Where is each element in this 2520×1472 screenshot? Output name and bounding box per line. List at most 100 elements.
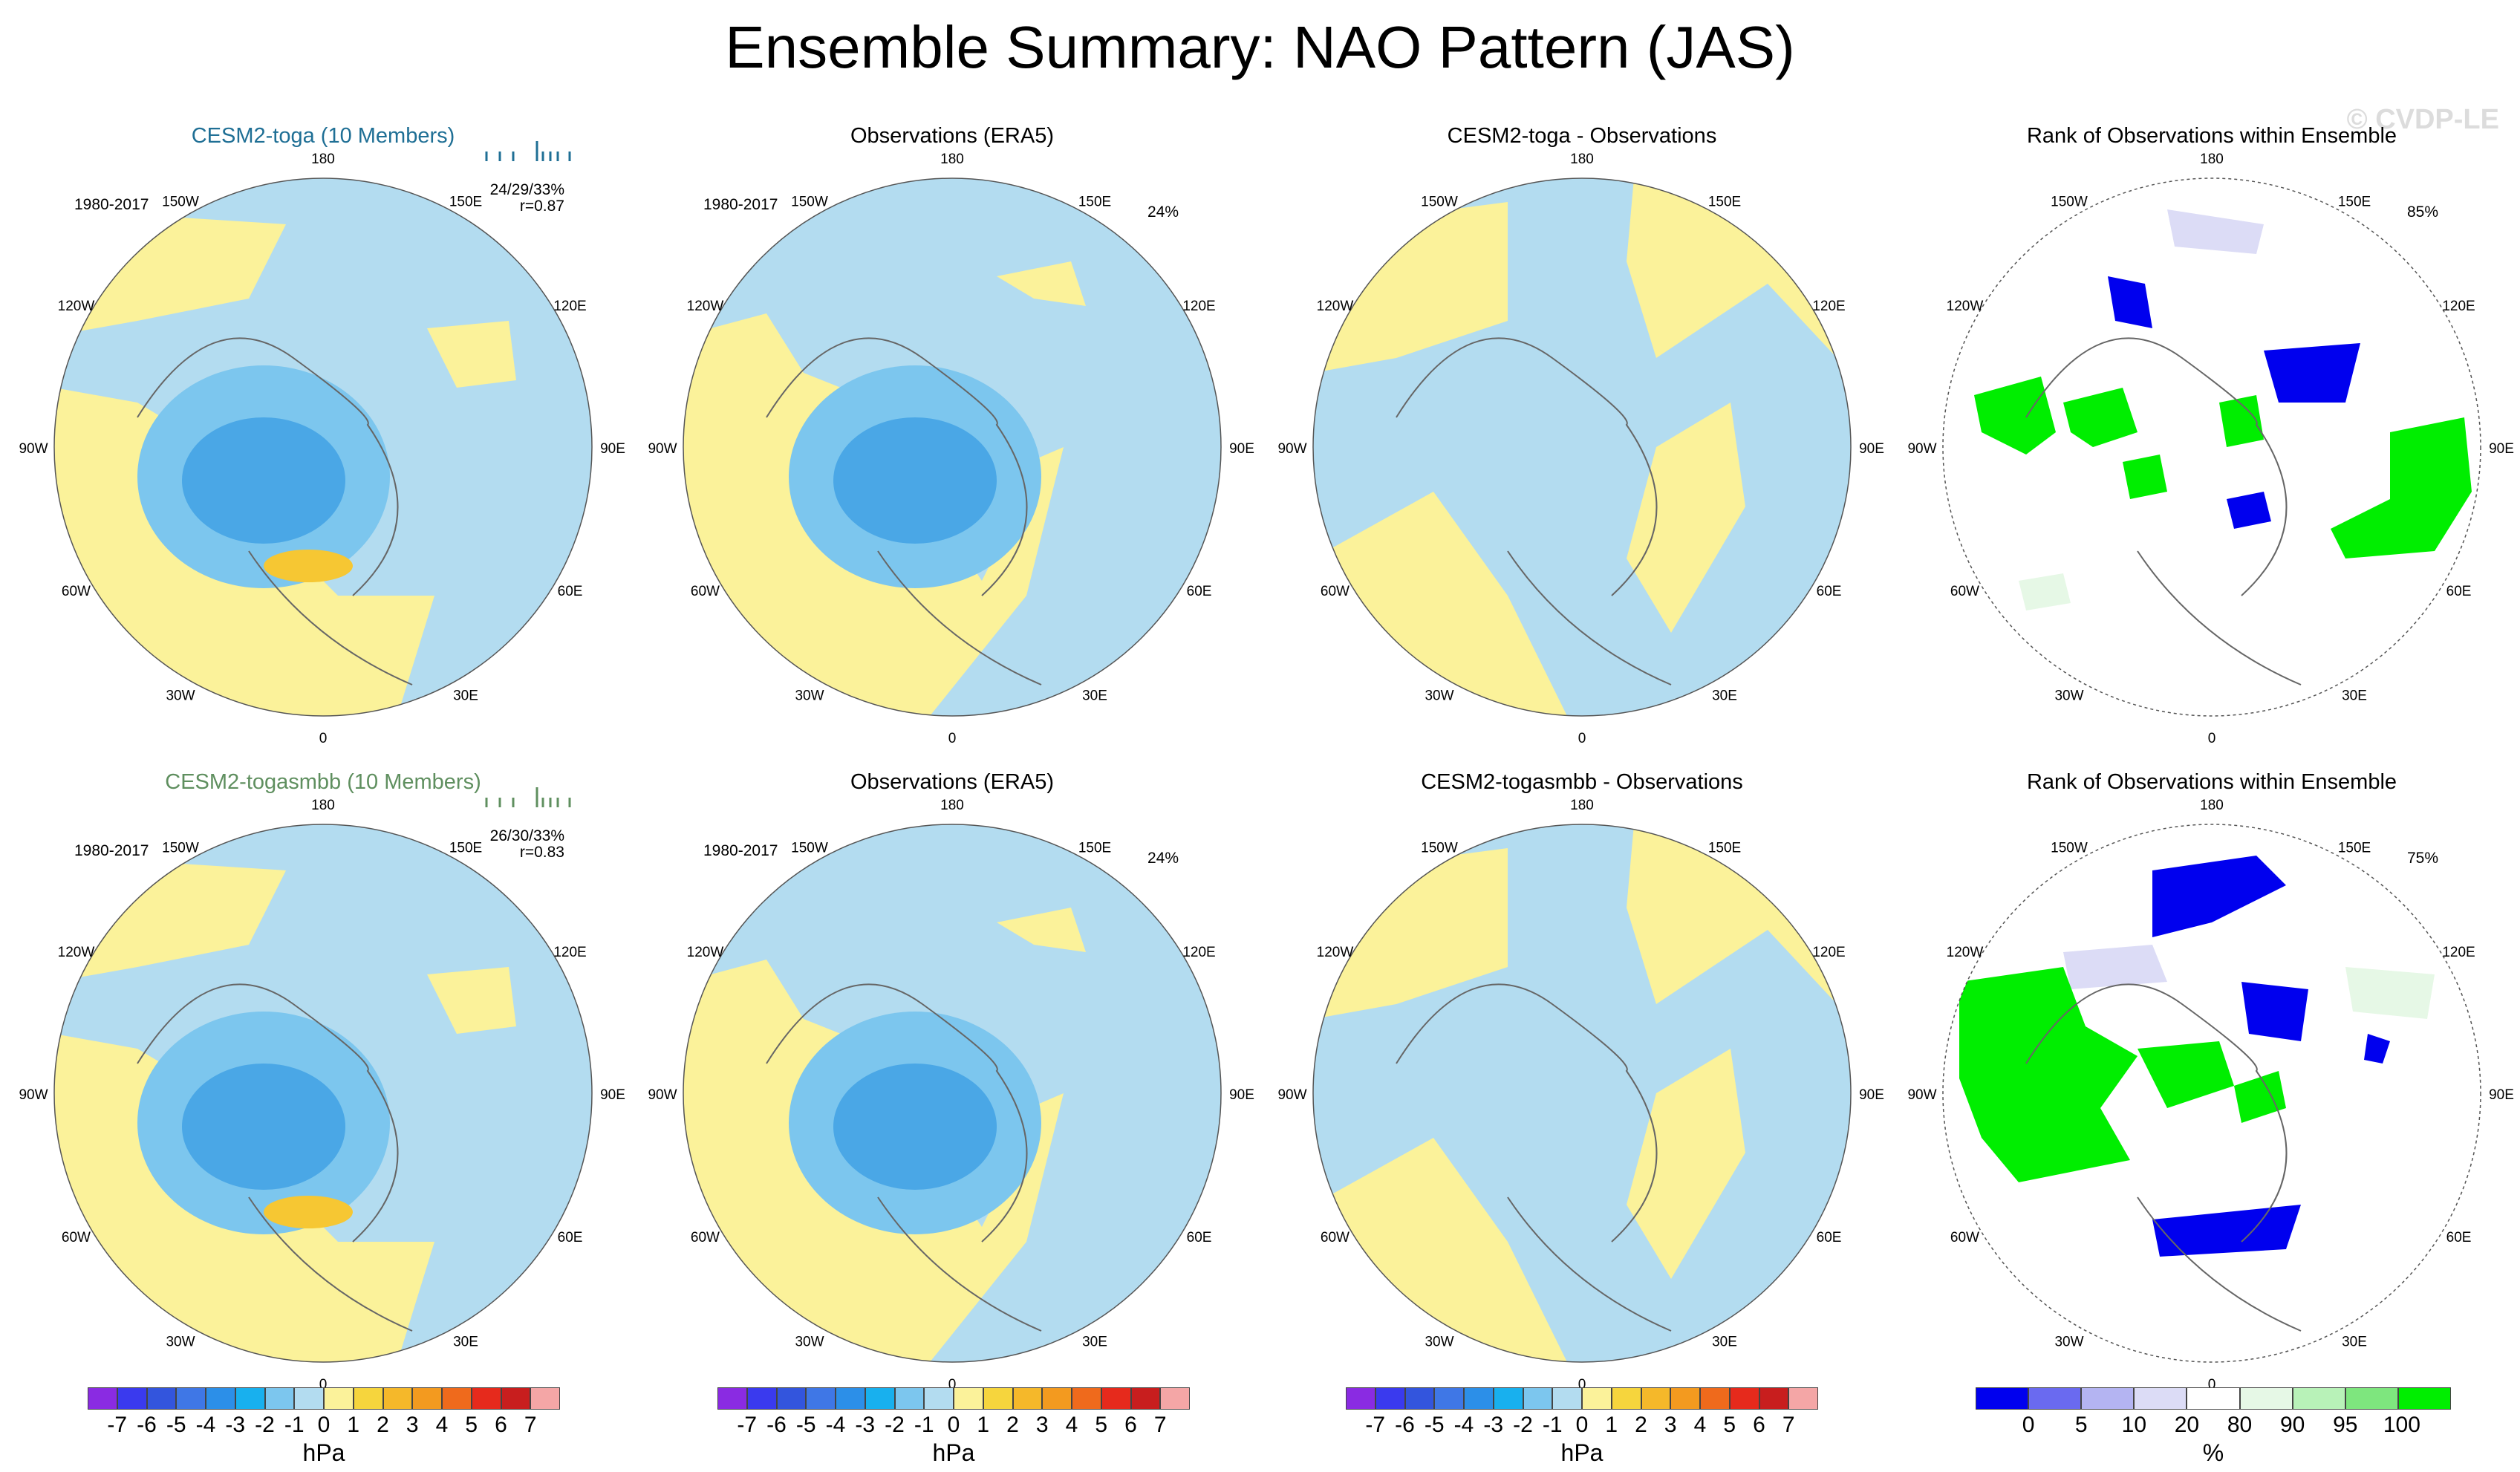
lon-label: 120E — [553, 299, 586, 314]
positive-region — [997, 908, 1086, 952]
colorbar-tick-label: -1 — [914, 1413, 934, 1437]
colorbar-tick-label: 95 — [2333, 1413, 2358, 1437]
colorbar-tick-label: 3 — [406, 1413, 419, 1437]
lon-label: 180 — [940, 152, 964, 167]
lon-label: 30W — [1425, 688, 1453, 704]
lon-label: 60E — [1187, 1230, 1212, 1245]
lon-label: 30E — [453, 688, 478, 704]
coastline — [1396, 337, 1672, 685]
colorbar-tick-label: 1 — [977, 1413, 990, 1437]
watermark: © CVDP-LE — [2346, 104, 2499, 135]
map-panel: 180 150E 120E 90E 60E 30E 0 30W 60W 90W 120W 150W Ob… — [648, 770, 1254, 1393]
colorbar-tick-label: 7 — [1153, 1413, 1167, 1437]
pct-variance: 24% — [1147, 203, 1179, 221]
low-pressure-core — [182, 417, 345, 544]
colorbar: -7 -6 -5 -4 -3 -2 -1 0 1 2 3 4 5 6 7 hPa — [88, 1387, 560, 1466]
coastline — [766, 983, 1042, 1332]
pattern-correlation: r=0.83 — [520, 844, 564, 861]
lon-label: 120E — [553, 945, 586, 960]
lon-label: 60E — [1187, 584, 1212, 599]
map-field — [1313, 178, 1851, 716]
colorbar-tick-label: 10 — [2121, 1413, 2147, 1437]
lon-label: 90W — [19, 1087, 48, 1103]
map-field — [1313, 824, 1851, 1362]
map-panel: 180 150E 120E 90E 60E 30E 0 30W 60W 90W 120W 150W CE… — [1277, 770, 1884, 1393]
lon-label: 90E — [600, 441, 625, 457]
pct-variance: 24/29/33% — [490, 181, 564, 198]
colorbar-cell — [471, 1387, 501, 1410]
colorbar-tick-label: 2 — [1006, 1413, 1019, 1437]
colorbar-tick-label: 3 — [1035, 1413, 1049, 1437]
colorbar-tick-label: 100 — [2383, 1413, 2420, 1437]
colorbar-cell — [294, 1387, 324, 1410]
colorbar-cell — [324, 1387, 354, 1410]
lon-label: 150W — [1421, 840, 1458, 856]
colorbar-cell — [1130, 1387, 1161, 1410]
map-border — [53, 178, 593, 717]
lon-label: 0 — [1578, 731, 1586, 746]
panel-title: CESM2-togasmbb (10 Members) — [165, 770, 481, 794]
colorbar-tick-label: -7 — [107, 1413, 128, 1437]
lon-label: 60W — [691, 1230, 720, 1245]
rank-patch — [2227, 492, 2271, 529]
colorbar-cell — [894, 1387, 925, 1410]
lon-label: 120W — [58, 299, 95, 314]
colorbar-cells — [88, 1387, 560, 1410]
lon-label: 30E — [1712, 1335, 1737, 1350]
colorbar-tick-label: -5 — [795, 1413, 816, 1437]
colorbar-cell — [1523, 1387, 1553, 1410]
lon-label: 150E — [1078, 840, 1111, 856]
colorbar-cell — [442, 1387, 472, 1410]
colorbar-cell — [1700, 1387, 1730, 1410]
colorbar: 0 5 10 20 80 90 95 100% — [1976, 1387, 2451, 1466]
colorbar-cells — [1976, 1387, 2451, 1410]
lon-label: 30E — [1712, 688, 1737, 704]
colorbar-cells — [1346, 1387, 1818, 1410]
rank-patch — [2241, 982, 2308, 1041]
lon-label: 150E — [2338, 840, 2371, 856]
colorbar-tick-label: 7 — [524, 1413, 537, 1437]
lon-label: 30W — [2054, 688, 2083, 704]
map-border — [1942, 178, 2481, 717]
positive-region — [427, 321, 516, 388]
colorbar-tick-label: -3 — [855, 1413, 876, 1437]
colorbar-cell — [1552, 1387, 1582, 1410]
colorbar-tick-label: 90 — [2279, 1413, 2305, 1437]
colorbar-cell — [954, 1387, 983, 1410]
lon-label: 90W — [1277, 1087, 1306, 1103]
lon-label: 150W — [791, 194, 828, 209]
colorbar-cell — [2239, 1387, 2293, 1410]
rank-patch — [2167, 209, 2264, 254]
coastline — [766, 337, 1042, 685]
lon-label: 0 — [2208, 1377, 2216, 1393]
lon-label: 0 — [2208, 731, 2216, 746]
coastline — [2025, 983, 2302, 1332]
colorbar-cell — [1641, 1387, 1671, 1410]
panel-title: CESM2-togasmbb - Observations — [1421, 770, 1743, 794]
colorbar-cell — [1976, 1387, 2029, 1410]
lon-label: 90W — [1907, 1087, 1936, 1103]
low-pressure-core — [182, 1064, 345, 1190]
colorbar-cell — [924, 1387, 954, 1410]
map-panel: 180 150E 120E 90E 60E 30E 0 30W 60W 90W 120W 150W CE… — [19, 124, 625, 746]
rank-patch — [2264, 343, 2360, 403]
lon-label: 60E — [1817, 584, 1842, 599]
colorbar: -7 -6 -5 -4 -3 -2 -1 0 1 2 3 4 5 6 7 hPa — [717, 1387, 1190, 1466]
rank-patch — [2331, 417, 2472, 558]
lon-label: 150E — [449, 194, 482, 209]
period-label: 1980-2017 — [703, 196, 778, 213]
colorbar-tick-label: 6 — [1753, 1413, 1765, 1437]
figure-title: Ensemble Summary: NAO Pattern (JAS) — [725, 14, 1795, 80]
colorbar-cell — [235, 1387, 265, 1410]
lon-label: 120W — [1947, 299, 1984, 314]
lon-label: 0 — [1578, 1377, 1586, 1393]
lon-label: 30W — [2054, 1335, 2083, 1350]
colorbar-cell — [1346, 1387, 1375, 1410]
rank-patch — [2138, 1041, 2234, 1108]
map-border — [53, 824, 593, 1363]
lon-label: 60W — [1950, 1230, 1979, 1245]
colorbar-cell — [412, 1387, 442, 1410]
lon-label: 60W — [1950, 584, 1979, 599]
colorbar-tick-label: 2 — [377, 1413, 389, 1437]
colorbar-tick-label: -2 — [1513, 1413, 1533, 1437]
